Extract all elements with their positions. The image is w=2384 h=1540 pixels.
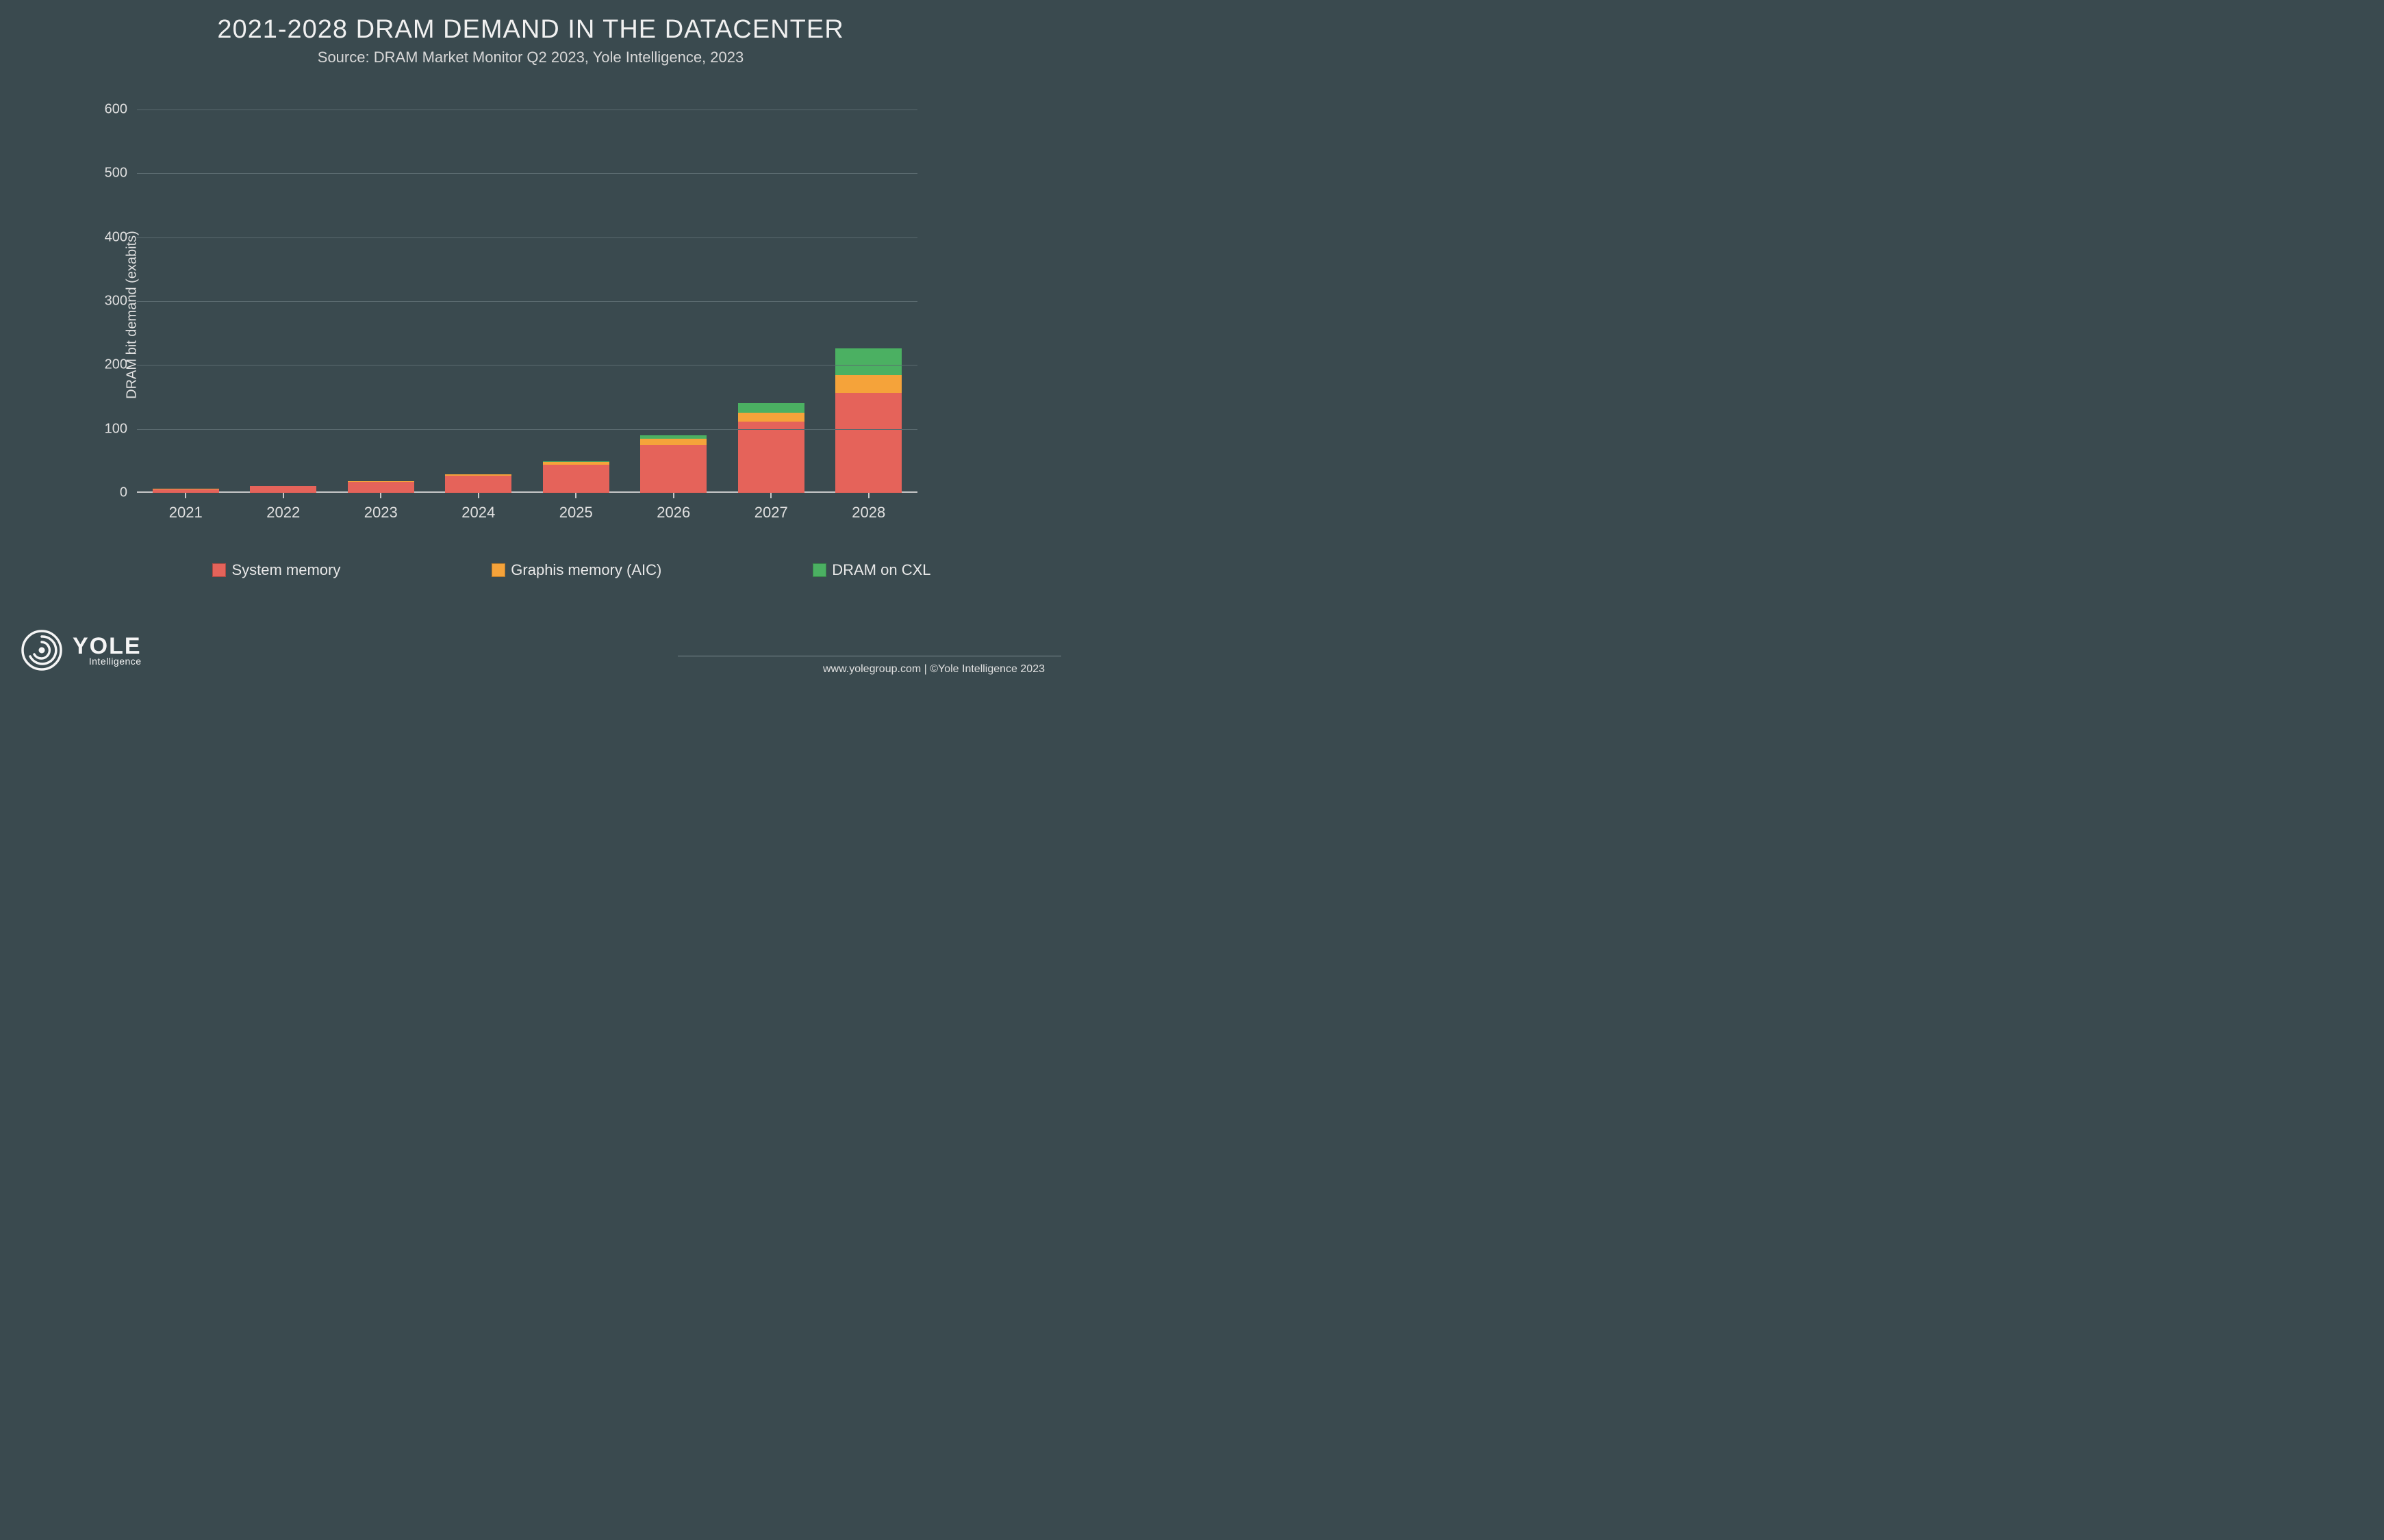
legend-label: System memory — [231, 561, 340, 579]
y-tick-label: 600 — [105, 102, 137, 118]
bar-segment — [640, 445, 707, 493]
stacked-bar — [445, 408, 511, 493]
title-block: 2021-2028 DRAM DEMAND IN THE DATACENTER … — [0, 0, 1061, 66]
y-tick-label: 200 — [105, 357, 137, 373]
legend-item: System memory — [212, 561, 340, 579]
bar-segment — [738, 403, 804, 413]
stacked-bar — [543, 383, 609, 493]
legend-swatch — [492, 563, 505, 577]
chart-subtitle: Source: DRAM Market Monitor Q2 2023, Yol… — [0, 49, 1061, 66]
x-tick-label: 2025 — [559, 493, 593, 522]
bar-segment — [738, 422, 804, 493]
legend-item: Graphis memory (AIC) — [492, 561, 661, 579]
bar-segment — [348, 482, 414, 493]
logo-mark-icon — [21, 629, 63, 671]
y-tick-label: 300 — [105, 294, 137, 309]
plot-area: 20212022202320242025202620272028 0100200… — [137, 110, 917, 493]
y-tick-label: 100 — [105, 421, 137, 437]
bar-segment — [640, 439, 707, 445]
x-tick-label: 2026 — [657, 493, 690, 522]
bar-segment — [250, 486, 316, 493]
bar-segment — [835, 348, 902, 375]
x-tick-label: 2022 — [266, 493, 300, 522]
legend-swatch — [212, 563, 226, 577]
legend: System memory Graphis memory (AIC) DRAM on… — [137, 561, 1006, 579]
y-tick-label: 500 — [105, 166, 137, 181]
grid-line — [137, 173, 917, 174]
bar-segment — [445, 476, 511, 493]
attribution-text: www.yolegroup.com | ©Yole Intelligence 2… — [823, 663, 1045, 676]
bar-segment — [835, 375, 902, 393]
chart: DRAM bit demand (exabits) 20212022202320… — [96, 103, 917, 527]
legend-label: DRAM on CXL — [832, 561, 930, 579]
stacked-bar — [738, 307, 804, 493]
bar-segment — [738, 413, 804, 422]
grid-line — [137, 301, 917, 302]
stacked-bar — [640, 344, 707, 493]
legend-swatch — [813, 563, 826, 577]
stacked-bar — [153, 454, 219, 493]
y-tick-label: 0 — [120, 485, 137, 501]
chart-title: 2021-2028 DRAM DEMAND IN THE DATACENTER — [0, 15, 1061, 44]
stacked-bar — [348, 426, 414, 493]
x-tick-label: 2027 — [754, 493, 788, 522]
x-tick-label: 2028 — [852, 493, 885, 522]
x-tick-label: 2024 — [461, 493, 495, 522]
x-tick-label: 2021 — [169, 493, 203, 522]
y-tick-label: 400 — [105, 229, 137, 245]
brand-logo: YOLE Intelligence — [21, 629, 142, 671]
footer: YOLE Intelligence www.yolegroup.com | ©Y… — [0, 610, 1061, 685]
legend-label: Graphis memory (AIC) — [511, 561, 661, 579]
x-tick-label: 2023 — [364, 493, 398, 522]
stacked-bar — [250, 441, 316, 493]
grid-line — [137, 429, 917, 430]
stacked-bar — [835, 258, 902, 493]
bar-segment — [543, 465, 609, 493]
logo-main-text: YOLE — [73, 634, 142, 658]
legend-item: DRAM on CXL — [813, 561, 930, 579]
bar-segment — [835, 393, 902, 493]
